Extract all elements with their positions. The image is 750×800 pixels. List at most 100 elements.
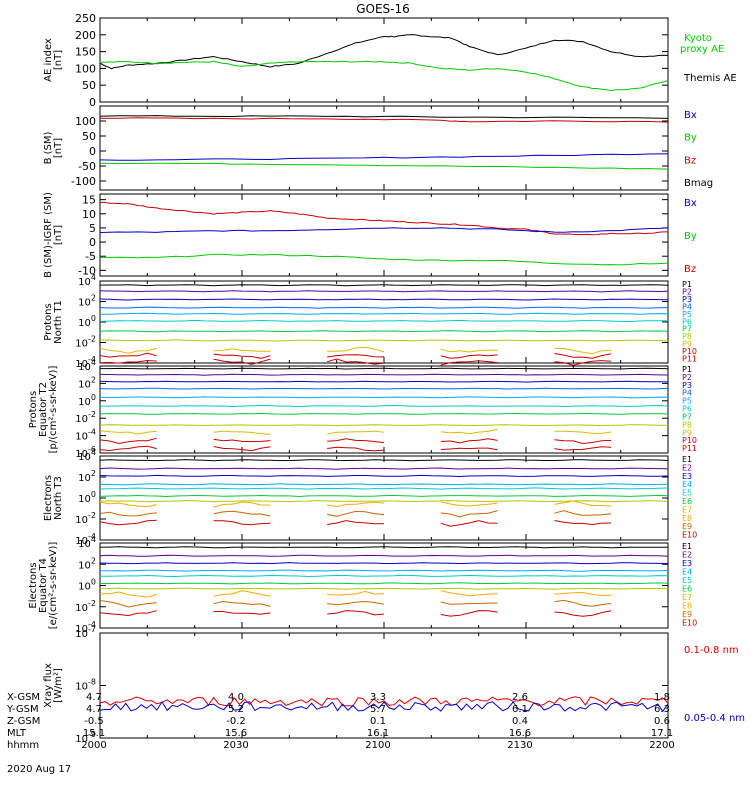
ephemeris-cell: 4.0	[228, 692, 244, 703]
legend-label: E1	[682, 455, 692, 464]
y-axis-label: [W/m²]	[53, 668, 64, 703]
flux-channel-p4	[99, 387, 669, 390]
y-tick-label: 100	[78, 314, 96, 329]
flux-channel-e9	[100, 600, 668, 607]
legend-label: P2	[682, 287, 692, 296]
y-tick-label: 100	[78, 490, 96, 505]
y-tick-label: 10-4	[75, 355, 96, 370]
ephemeris-cell: 2130	[507, 740, 532, 751]
y-tick-label: -5	[85, 250, 96, 263]
ephemeris-cell: 4.7	[86, 704, 102, 715]
y-axis-label: Protons	[28, 391, 39, 428]
ephemeris-cell: 1.8	[654, 692, 670, 703]
ephemeris-cell: 16.1	[367, 728, 389, 739]
y-axis-label: Electrons	[43, 475, 54, 521]
y-axis-label: North T1	[53, 300, 64, 344]
flux-channel-p9	[100, 347, 668, 353]
legend-label: By	[684, 133, 697, 144]
y-axis-label: [p/(cm²-s-sr-keV)]	[48, 366, 59, 454]
series-line-by	[99, 253, 669, 266]
legend-label: P8	[682, 332, 692, 341]
legend-label: E8	[682, 602, 692, 611]
series-line-bmag	[99, 115, 669, 119]
flux-channel-e5	[99, 574, 669, 578]
ephemeris-cell: 15.1	[83, 728, 105, 739]
y-axis-label: Equator T4	[38, 558, 49, 613]
y-tick-label: 100	[78, 578, 96, 593]
legend-label: E4	[682, 480, 692, 489]
legend-label: E7	[682, 505, 692, 514]
y-tick-label: 102	[78, 469, 96, 484]
y-tick-label: 10-4	[75, 532, 96, 547]
legend-label: P9	[682, 428, 692, 437]
legend-label: P11	[682, 355, 697, 364]
legend-label: E8	[682, 514, 692, 523]
legend-label: E6	[682, 585, 692, 594]
ephemeris-date: 2020 Aug 17	[7, 764, 71, 775]
flux-channel-p4	[99, 306, 669, 309]
legend-label: Themis AE	[683, 73, 737, 84]
legend-label: E9	[682, 522, 692, 531]
y-tick-label: 104	[78, 273, 96, 288]
legend-label: Bx	[684, 198, 697, 209]
legend-label: E2	[682, 463, 692, 472]
legend-label: P1	[682, 280, 692, 289]
flux-channel-p10	[100, 438, 668, 443]
y-tick-label: 10-2	[75, 410, 96, 425]
legend-label: E5	[682, 576, 692, 585]
y-tick-label: 10-7	[75, 625, 96, 640]
flux-channel-p8	[99, 339, 669, 342]
legend-label: P7	[682, 325, 692, 334]
legend-label: P7	[682, 412, 692, 421]
legend-label: P10	[682, 436, 697, 445]
flux-channel-p1	[100, 367, 669, 370]
ephemeris-cell: 2030	[223, 740, 248, 751]
ephemeris-cell: 2000	[81, 740, 106, 751]
y-axis-label: [nT]	[53, 225, 64, 245]
flux-channel-e7	[99, 500, 669, 503]
y-axis-label: North T3	[53, 476, 64, 520]
flux-channel-p5	[99, 312, 669, 315]
y-tick-label: 250	[75, 12, 96, 25]
flux-channel-p8	[99, 424, 669, 427]
y-tick-label: 5	[89, 222, 96, 235]
legend-label: E6	[682, 497, 692, 506]
legend-label: P6	[682, 317, 692, 326]
y-tick-label: 15	[82, 194, 96, 207]
flux-channel-e8	[100, 591, 668, 598]
y-tick-label: -10	[78, 264, 96, 277]
flux-channel-e4	[99, 483, 669, 486]
legend-label: E10	[682, 531, 697, 540]
legend-label: P3	[682, 295, 692, 304]
ephemeris-cell: -0.2	[226, 716, 246, 727]
flux-channel-e9	[100, 511, 668, 517]
panel-ee: 104 102 100 10-2 10-4 Electrons Equator T4 [e/(…	[28, 535, 697, 635]
y-axis-label: Electrons	[28, 562, 39, 608]
flux-channel-p5	[99, 396, 669, 399]
flux-channel-p6	[99, 319, 669, 323]
flux-channel-e1	[99, 546, 669, 549]
flux-channel-e7	[99, 587, 669, 590]
y-tick-label: 50	[82, 79, 96, 92]
y-tick-label: 10-4	[75, 428, 96, 443]
y-tick-label: 0	[89, 236, 96, 249]
legend-label: P3	[682, 381, 692, 390]
flux-channel-e8	[100, 501, 668, 507]
legend-label: E1	[682, 542, 692, 551]
series-line-bx	[99, 153, 669, 161]
ephemeris-cell: 2200	[649, 740, 674, 751]
ephemeris-cell: 16.6	[509, 728, 531, 739]
flux-channel-e3	[99, 474, 669, 478]
legend-label: P2	[682, 373, 692, 382]
flux-channel-e3	[99, 562, 669, 565]
y-axis-label: [nT]	[53, 50, 64, 70]
y-tick-label: 10-4	[75, 620, 96, 635]
series-line-kyoto-proxy-ae	[99, 60, 669, 92]
y-axis-label: [nT]	[53, 138, 64, 158]
ephemeris-cell: 0.1	[370, 716, 386, 727]
legend-label: 0.05-0.4 nm	[684, 713, 745, 724]
y-tick-label: 10-9	[75, 730, 96, 745]
series-line-themis-ae	[99, 34, 669, 70]
panel-pn: 104 102 100 10-2 10-4 Protons North T1 P1P2P3P4…	[43, 273, 697, 370]
